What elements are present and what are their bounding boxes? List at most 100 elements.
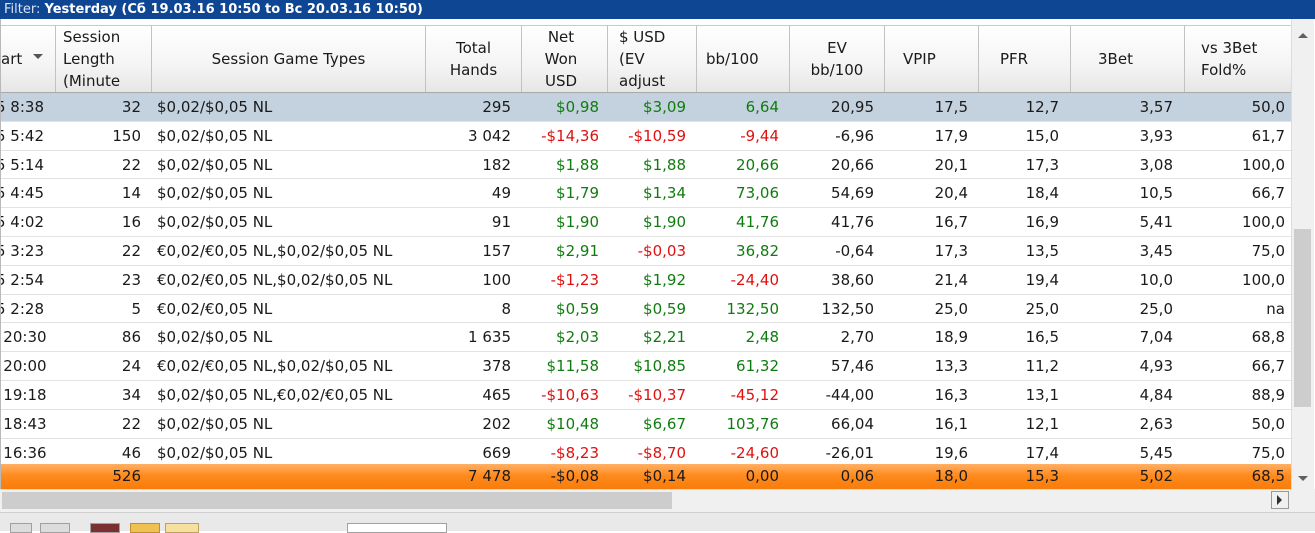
cell-pfr: 12,7 xyxy=(1025,98,1059,116)
cell-net: -$14,36 xyxy=(541,126,599,145)
cell-bet3: 3,93 xyxy=(1139,126,1173,145)
cell-bet3: 10,0 xyxy=(1139,270,1173,289)
cell-types: €0,02/€0,05 NL xyxy=(157,299,273,318)
cell-fold3: 100,0 xyxy=(1242,213,1285,232)
cell-bet3: 3,57 xyxy=(1139,98,1173,116)
scroll-right-icon xyxy=(1277,495,1282,505)
cell-evbb: 2,70 xyxy=(840,328,874,347)
cell-pfr: 16,9 xyxy=(1025,213,1059,232)
column-header-vpip[interactable]: VPIP xyxy=(885,26,979,92)
toolbar-button-3[interactable] xyxy=(90,523,120,533)
cell-vpip: 25,0 xyxy=(934,299,968,318)
cell-evbb: 20,95 xyxy=(831,98,874,116)
cell-hands: 91 xyxy=(491,213,511,232)
cell-length: 24 xyxy=(121,357,141,376)
cell-hands: 8 xyxy=(501,299,511,318)
column-header-ev-adjusted[interactable]: $ USD (EV adjust xyxy=(608,26,697,92)
vertical-scroll-thumb[interactable] xyxy=(1294,229,1311,407)
column-header-session-length[interactable]: Session Length (Minute xyxy=(56,26,152,92)
cell-fold3: 88,9 xyxy=(1251,386,1285,404)
sessions-grid: art Session Length (Minute Session Game … xyxy=(0,19,1291,489)
cell-start: 5 2:28 xyxy=(0,299,44,318)
scroll-up-button[interactable] xyxy=(1292,27,1314,44)
column-header-ev-bb100[interactable]: EV bb/100 xyxy=(790,26,885,92)
cell-fold3: 100,0 xyxy=(1242,270,1285,289)
horizontal-scroll-thumb[interactable] xyxy=(2,492,672,509)
table-row[interactable]: 5 2:28 5 €0,02/€0,05 NL 8 $0,59 $0,59 132,50 13… xyxy=(1,295,1291,324)
cell-start: 5 19:18 xyxy=(1,386,47,404)
cell-length: 22 xyxy=(121,155,141,174)
cell-evbb: 20,66 xyxy=(831,155,874,174)
cell-types: $0,02/$0,05 NL xyxy=(157,328,273,347)
cell-bet3: 7,04 xyxy=(1139,328,1173,347)
total-hands: 7 478 xyxy=(468,467,511,485)
cell-net: -$8,23 xyxy=(550,443,599,462)
column-header-3bet[interactable]: 3Bet xyxy=(1071,26,1185,92)
cell-bb: 103,76 xyxy=(726,414,780,433)
cell-types: €0,02/€0,05 NL,$0,02/$0,05 NL xyxy=(157,242,393,260)
cell-hands: 3 042 xyxy=(468,126,511,145)
scroll-down-button[interactable] xyxy=(1292,470,1314,487)
cell-pfr: 19,4 xyxy=(1025,270,1059,289)
table-row[interactable]: 5 3:23 22 €0,02/€0,05 NL,$0,02/$0,05 NL 157… xyxy=(1,237,1291,266)
table-row[interactable]: 5 20:30 86 $0,02/$0,05 NL 1 635 $2,03 $2,21 2,… xyxy=(1,323,1291,353)
cell-bet3: 2,63 xyxy=(1139,414,1173,433)
cell-hands: 378 xyxy=(482,357,511,376)
table-row[interactable]: 5 19:18 34 $0,02/$0,05 NL,€0,02/€0,05 NL 46… xyxy=(1,381,1291,410)
cell-start: 5 4:45 xyxy=(0,184,44,203)
cell-start: 5 2:54 xyxy=(0,270,44,289)
table-row[interactable]: 5 5:14 22 $0,02/$0,05 NL 182 $1,88 $1,88 20,66… xyxy=(1,151,1291,180)
cell-length: 16 xyxy=(121,213,141,232)
column-header-vs-3bet-fold[interactable]: vs 3Bet Fold% xyxy=(1201,39,1258,79)
column-header-pfr[interactable]: PFR xyxy=(979,26,1071,92)
cell-ev: $2,21 xyxy=(643,328,686,347)
filter-value[interactable]: Yesterday (Сб 19.03.16 10:50 to Вс 20.03… xyxy=(44,2,423,17)
total-pfr: 15,3 xyxy=(1025,467,1059,485)
table-row[interactable]: 5 20:00 24 €0,02/€0,05 NL,$0,02/$0,05 NL 37… xyxy=(1,352,1291,381)
table-row[interactable]: 5 18:43 22 $0,02/$0,05 NL 202 $10,48 $6,67 103… xyxy=(1,410,1291,439)
toolbar-button-5[interactable] xyxy=(165,523,199,533)
toolbar-button-1[interactable] xyxy=(10,523,32,533)
cell-length: 22 xyxy=(121,414,141,433)
cell-types: $0,02/$0,05 NL xyxy=(157,213,273,232)
toolbar-input[interactable] xyxy=(347,523,447,533)
cell-net: $0,98 xyxy=(556,98,599,116)
horizontal-scrollbar[interactable] xyxy=(0,489,1291,512)
cell-fold3: 66,7 xyxy=(1251,184,1285,203)
scroll-right-button[interactable] xyxy=(1271,491,1289,509)
cell-pfr: 17,3 xyxy=(1025,155,1059,174)
table-row[interactable]: 5 4:02 16 $0,02/$0,05 NL 91 $1,90 $1,90 41,76 4… xyxy=(1,208,1291,237)
cell-bb: 61,32 xyxy=(736,357,779,376)
cell-start: 5 5:42 xyxy=(0,126,44,145)
table-row[interactable]: 5 2:54 23 €0,02/€0,05 NL,$0,02/$0,05 NL 100… xyxy=(1,266,1291,295)
cell-bb: -24,40 xyxy=(730,270,779,289)
cell-bet3: 5,45 xyxy=(1139,443,1173,462)
column-header-net-won[interactable]: Net Won USD xyxy=(522,26,608,92)
vertical-scrollbar[interactable] xyxy=(1291,19,1314,489)
cell-bb: -9,44 xyxy=(740,126,779,145)
cell-ev: $1,90 xyxy=(643,213,686,232)
cell-ev: -$10,37 xyxy=(628,386,686,404)
column-header-start[interactable]: art xyxy=(1,26,56,92)
table-row[interactable]: 5 5:42 150 $0,02/$0,05 NL 3 042 -$14,36 -$10,… xyxy=(1,122,1291,151)
column-header-total-hands[interactable]: Total Hands xyxy=(426,26,522,92)
cell-length: 14 xyxy=(121,184,141,203)
toolbar-button-4[interactable] xyxy=(130,523,160,533)
toolbar-button-2[interactable] xyxy=(40,523,70,533)
cell-fold3: 75,0 xyxy=(1251,242,1285,260)
column-header-game-types[interactable]: Session Game Types xyxy=(152,26,426,92)
cell-net: $0,59 xyxy=(556,299,599,318)
cell-net: $1,79 xyxy=(556,184,599,203)
cell-ev: $10,85 xyxy=(633,357,687,376)
cell-evbb: 41,76 xyxy=(831,213,874,232)
cell-length: 34 xyxy=(121,386,141,404)
cell-types: $0,02/$0,05 NL xyxy=(157,184,273,203)
cell-bb: 41,76 xyxy=(736,213,779,232)
cell-fold3: 50,0 xyxy=(1251,414,1285,433)
table-row[interactable]: 5 8:38 32 $0,02/$0,05 NL 295 $0,98 $3,09 6,64 2… xyxy=(1,93,1291,122)
column-header-bb100[interactable]: bb/100 xyxy=(697,26,790,92)
cell-vpip: 20,1 xyxy=(934,155,968,174)
table-row[interactable]: 5 4:45 14 $0,02/$0,05 NL 49 $1,79 $1,34 73,06 5… xyxy=(0,179,1291,209)
cell-vpip: 21,4 xyxy=(934,270,968,289)
cell-hands: 1 635 xyxy=(468,328,511,347)
